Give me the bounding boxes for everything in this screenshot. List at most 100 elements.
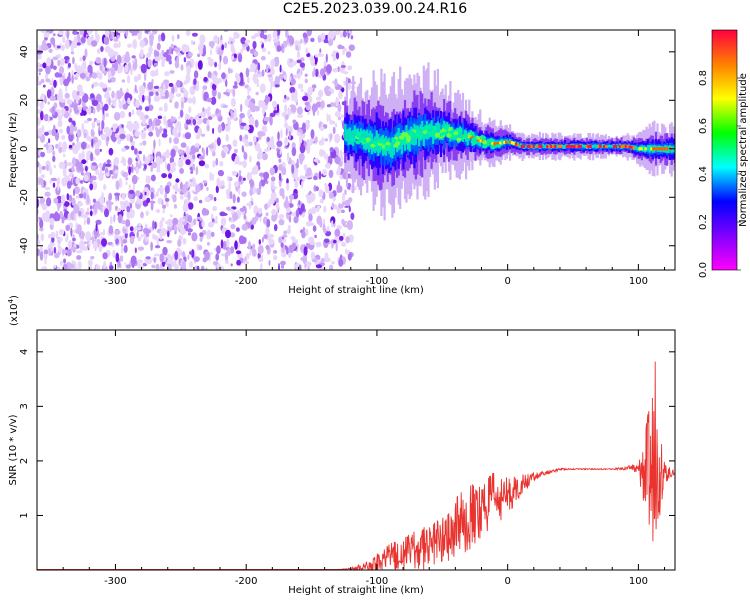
spectrogram-noise-cell (93, 204, 98, 215)
spectrogram-noise-cell (64, 60, 68, 64)
spectrogram-noise-cell (145, 210, 149, 217)
spectrogram-noise-cell (304, 263, 307, 269)
spectrogram-noise-cell (58, 229, 65, 236)
spectrogram-noise-cell (224, 125, 231, 132)
spectrogram-noise-cell (37, 79, 40, 86)
spectrogram-noise-cell (37, 54, 42, 60)
spectrogram-noise-cell (206, 186, 209, 192)
spectrogram-noise-cell (46, 89, 52, 99)
spectrogram-noise-cell (170, 43, 174, 50)
spectrogram-noise-cell (128, 111, 132, 118)
spectrogram-noise-cell (270, 135, 274, 145)
spectrogram-noise-cell (164, 221, 171, 225)
spectrogram-noise-cell (254, 119, 259, 128)
spectrogram-noise-cell (269, 116, 273, 126)
spectrogram-noise-cell (345, 248, 348, 255)
spectrogram-noise-cell (187, 215, 193, 223)
spectrogram-noise-cell (103, 261, 107, 270)
spectrogram-noise-cell (257, 245, 264, 255)
spectrogram-noise-cell (247, 86, 252, 92)
spectrogram-noise-cell (87, 117, 92, 122)
spectrogram-noise-cell (181, 260, 186, 270)
spectrogram-noise-cell (324, 184, 330, 194)
spectrogram-noise-cell (305, 47, 309, 55)
spectrogram-noise-cell (72, 237, 76, 242)
spectrogram-noise-cell (177, 158, 184, 168)
spectrogram-noise-cell (68, 194, 73, 202)
spectrogram-noise-cell (39, 219, 44, 229)
spectrogram-noise-cell (310, 37, 315, 43)
spectrogram-noise-cell (74, 212, 77, 222)
spectrogram-noise-cell (115, 252, 120, 263)
spectrogram-noise-cell (230, 43, 235, 53)
spectrogram-noise-cell (315, 96, 322, 101)
spectrogram-noise-cell (196, 216, 202, 220)
spectrogram-noise-cell (307, 222, 315, 226)
spectrogram-noise-cell (278, 164, 283, 171)
spectrogram-noise-cell (95, 219, 102, 225)
spectrogram-noise-cell (121, 156, 126, 162)
spectrogram-noise-cell (337, 166, 342, 174)
spectrogram-noise-cell (286, 125, 293, 135)
spectrogram-noise-cell (160, 227, 167, 237)
spectrogram-noise-cell (270, 59, 276, 68)
spectrogram-noise-cell (90, 255, 95, 260)
spectrogram-noise-cell (310, 129, 315, 139)
spectrogram-signal-cell (466, 134, 469, 146)
spectrogram-noise-cell (33, 214, 37, 220)
spectrogram-noise-cell (134, 148, 138, 155)
spectrogram-noise-cell (119, 30, 126, 33)
spectrogram-signal-cell (347, 128, 350, 146)
spectrogram-noise-cell (247, 109, 251, 118)
spectrogram-noise-cell (40, 30, 47, 33)
colorbar-tick-label: 0.0 (698, 262, 709, 278)
spectrogram-noise-cell (308, 213, 313, 222)
spectrogram-noise-cell (59, 128, 63, 134)
spectrogram-noise-cell (77, 142, 82, 146)
spectrogram-noise-cell (172, 217, 179, 225)
spectrogram-noise-cell (181, 251, 186, 258)
spectrogram-noise-cell (114, 169, 119, 174)
spectrogram-noise-cell (159, 221, 164, 229)
spectrogram-noise-cell (279, 187, 285, 197)
spectrogram-noise-cell (284, 136, 289, 146)
spectrogram-noise-cell (348, 205, 351, 213)
spectrogram-noise-cell (78, 210, 82, 217)
spectrogram-noise-cell (93, 227, 100, 237)
spectrogram-noise-cell (115, 238, 119, 245)
snr-y-tick-label: 3 (19, 403, 30, 409)
spectrogram-noise-cell (43, 144, 47, 148)
spectrogram-noise-cell (83, 192, 87, 200)
spectrogram-noise-cell (291, 147, 297, 157)
spectrogram-noise-cell (209, 49, 213, 56)
spectrogram-noise-cell (265, 63, 269, 74)
spectrogram-noise-cell (165, 161, 168, 170)
spectrogram-noise-cell (81, 150, 85, 160)
spectrogram-noise-cell (164, 185, 170, 194)
spectrogram-peak-cell (495, 142, 498, 146)
spectrogram-noise-cell (103, 126, 111, 134)
spectrogram-noise-cell (63, 201, 70, 207)
spectrogram-mid-cell (453, 131, 459, 136)
spectrogram-noise-cell (332, 68, 339, 73)
spectrogram-noise-cell (206, 119, 210, 126)
spectrogram-noise-cell (183, 80, 188, 85)
spectrogram-noise-cell (66, 193, 70, 201)
spectrogram-noise-cell (52, 65, 57, 71)
spectrogram-noise-cell (75, 99, 79, 104)
spectrogram-noise-cell (70, 51, 75, 55)
spectrogram-noise-cell (192, 218, 197, 226)
spectrogram-noise-cell (176, 52, 182, 57)
snr-series-line (37, 361, 675, 570)
spectrogram-noise-cell (170, 256, 174, 263)
spectrogram-noise-cell (61, 216, 65, 224)
spectrogram-noise-cell (43, 253, 48, 260)
spectrogram-noise-cell (347, 249, 350, 255)
spectrogram-noise-cell (66, 180, 72, 189)
spectrogram-noise-cell (48, 247, 52, 257)
spectrogram-noise-cell (71, 165, 75, 173)
spectrogram-noise-cell (53, 197, 59, 204)
spectrogram-noise-cell (187, 202, 194, 210)
spectrogram-noise-cell (82, 59, 86, 66)
spectrogram-noise-cell (58, 237, 63, 242)
